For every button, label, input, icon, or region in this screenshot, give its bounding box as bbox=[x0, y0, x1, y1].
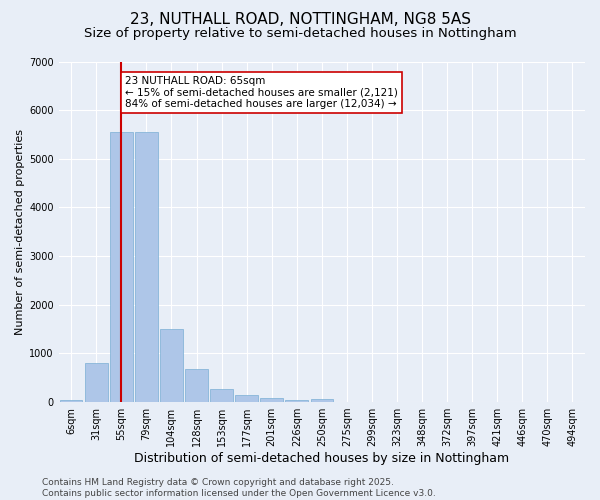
Y-axis label: Number of semi-detached properties: Number of semi-detached properties bbox=[15, 129, 25, 335]
Bar bbox=[60, 400, 82, 402]
Bar bbox=[235, 396, 258, 402]
Bar bbox=[110, 132, 133, 402]
Bar bbox=[185, 369, 208, 402]
Bar bbox=[160, 329, 183, 402]
Bar bbox=[135, 132, 158, 402]
Bar bbox=[260, 398, 283, 402]
Bar bbox=[85, 363, 107, 402]
Bar bbox=[210, 390, 233, 402]
Text: 23, NUTHALL ROAD, NOTTINGHAM, NG8 5AS: 23, NUTHALL ROAD, NOTTINGHAM, NG8 5AS bbox=[130, 12, 470, 28]
Bar bbox=[311, 398, 333, 402]
Text: Size of property relative to semi-detached houses in Nottingham: Size of property relative to semi-detach… bbox=[83, 28, 517, 40]
Text: 23 NUTHALL ROAD: 65sqm
← 15% of semi-detached houses are smaller (2,121)
84% of : 23 NUTHALL ROAD: 65sqm ← 15% of semi-det… bbox=[125, 76, 398, 110]
Text: Contains HM Land Registry data © Crown copyright and database right 2025.
Contai: Contains HM Land Registry data © Crown c… bbox=[42, 478, 436, 498]
X-axis label: Distribution of semi-detached houses by size in Nottingham: Distribution of semi-detached houses by … bbox=[134, 452, 509, 465]
Bar bbox=[286, 400, 308, 402]
